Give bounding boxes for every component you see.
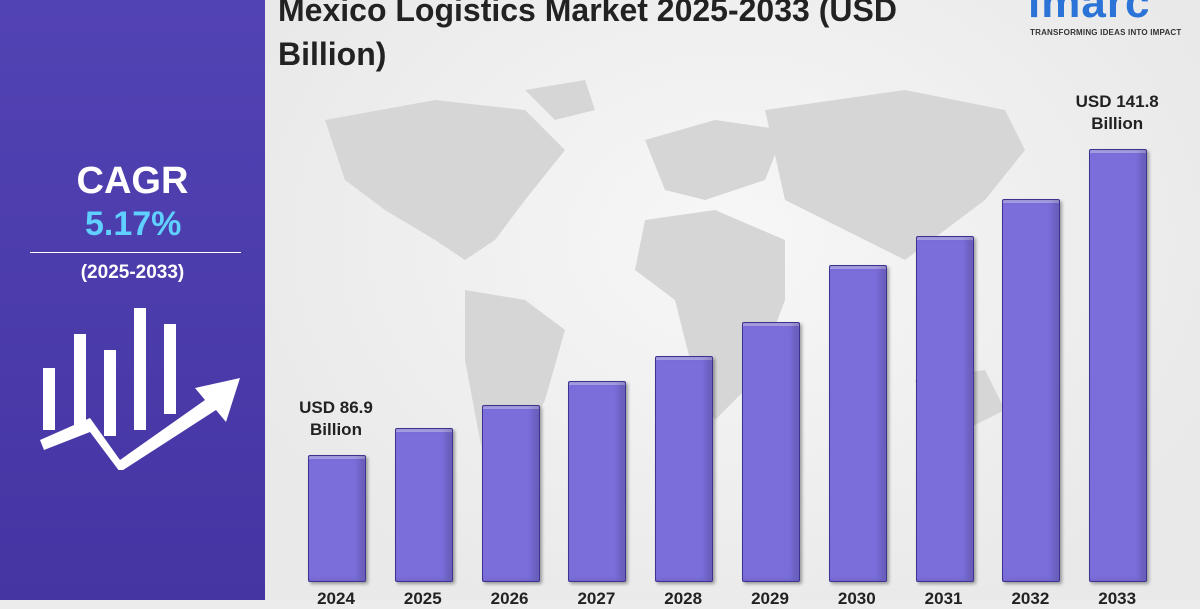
bar — [828, 264, 887, 582]
growth-icon — [40, 308, 240, 470]
chart-title: Mexico Logistics Market 2025-2033 (USD B… — [278, 0, 897, 72]
x-tick-label: 2025 — [403, 589, 442, 608]
side-panel: CAGR 5.17% (2025-2033) — [0, 0, 265, 600]
x-tick-label: 2031 — [924, 589, 963, 608]
value-label: USD 141.8 Billion — [1075, 92, 1159, 133]
x-tick-label: 2029 — [751, 589, 789, 608]
cagr-label: CAGR — [76, 160, 189, 202]
x-tick-label: 2027 — [577, 589, 616, 608]
value-label: USD 86.9 Billion — [299, 398, 373, 439]
x-tick-label: 2028 — [664, 589, 703, 608]
bar — [481, 404, 540, 582]
bar — [742, 321, 800, 582]
bar — [1089, 149, 1148, 582]
divider — [30, 252, 241, 253]
bar — [915, 235, 974, 582]
bar — [308, 455, 366, 582]
bar — [655, 355, 714, 582]
x-tick-label: 2033 — [1098, 589, 1137, 608]
x-tick-label: 2024 — [317, 589, 355, 608]
bar — [1002, 198, 1061, 582]
cagr-value: 5.17% — [85, 205, 182, 243]
x-tick-label: 2030 — [837, 589, 876, 608]
brand-tagline: TRANSFORMING IDEAS INTO IMPACT — [1030, 28, 1182, 37]
bar — [568, 380, 627, 582]
bar — [394, 427, 453, 582]
cagr-period: (2025-2033) — [80, 262, 185, 283]
brand-logo: imarc — [1028, 0, 1151, 27]
x-tick-label: 2032 — [1011, 589, 1050, 608]
x-tick-label: 2026 — [490, 589, 529, 608]
